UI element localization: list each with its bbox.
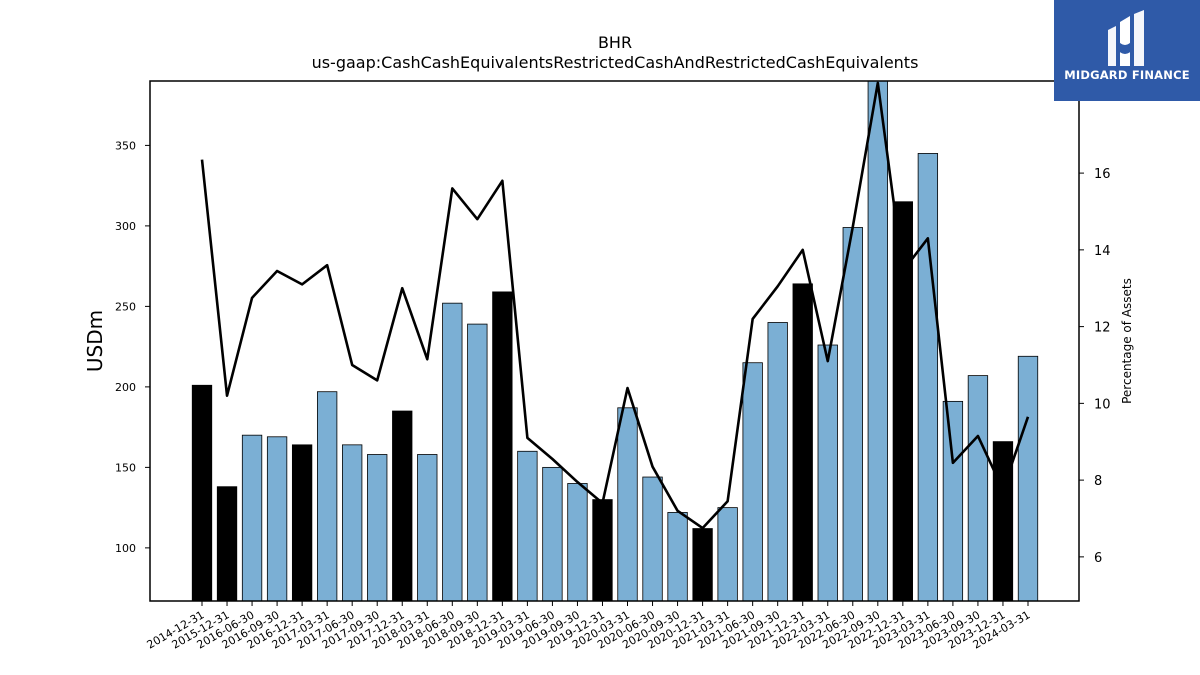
bar-2023-09-30 xyxy=(967,375,989,602)
bar-2023-06-30 xyxy=(942,400,964,602)
bar-2021-06-30 xyxy=(742,362,763,602)
bar-2015-12-31 xyxy=(216,486,238,602)
y2-tick-label: 12 xyxy=(1094,321,1111,336)
bar-series xyxy=(191,80,1039,602)
bar-2022-03-31 xyxy=(817,344,838,602)
line-series xyxy=(200,81,1030,530)
bar-2019-09-30 xyxy=(567,483,588,602)
chart-subtitle: us-gaap:CashCashEquivalentsRestrictedCas… xyxy=(312,53,919,72)
y2-tick-label: 8 xyxy=(1094,474,1102,489)
bar-2023-03-31 xyxy=(917,153,939,602)
y2-tick-label: 10 xyxy=(1094,397,1111,412)
bar-2016-06-30 xyxy=(241,434,263,602)
bar-2020-06-30 xyxy=(642,476,663,602)
y-tick-label: 250 xyxy=(115,300,136,313)
bar-2021-12-31 xyxy=(792,283,813,602)
bar-2017-06-30 xyxy=(342,444,363,602)
y-axis-label: USDm xyxy=(83,310,107,372)
bar-2017-12-31 xyxy=(392,410,413,602)
y-tick-label: 100 xyxy=(115,542,136,555)
bar-2019-12-31 xyxy=(592,499,613,602)
bar-2014-12-31 xyxy=(191,384,213,602)
bar-2018-03-31 xyxy=(417,454,438,602)
bar-2017-09-30 xyxy=(367,454,388,602)
logo-mark-icon xyxy=(1108,10,1144,66)
bar-2022-09-30 xyxy=(867,80,888,602)
bar-2016-09-30 xyxy=(266,436,288,602)
bar-2022-06-30 xyxy=(842,227,863,602)
bar-2018-09-30 xyxy=(467,323,488,602)
bar-2020-03-31 xyxy=(617,407,638,602)
y2-tick-label: 16 xyxy=(1094,167,1111,182)
brand-logo: MIDGARD FINANCE xyxy=(1054,0,1200,101)
bar-2023-12-31 xyxy=(992,441,1014,602)
bar-2019-03-31 xyxy=(517,450,538,602)
x-axis-ticks: 2014-12-312015-12-312016-06-302016-09-30… xyxy=(145,601,1032,652)
plot-frame xyxy=(149,80,1080,602)
y-axis-ticks: 100 150 200 250 300 350 xyxy=(115,139,150,555)
bar-2024-03-31 xyxy=(1017,355,1039,602)
bar-2017-03-31 xyxy=(316,391,338,602)
y-tick-label: 300 xyxy=(115,220,136,233)
bar-2016-12-31 xyxy=(291,444,313,602)
bar-2020-12-31 xyxy=(692,528,713,602)
bar-2019-06-30 xyxy=(542,466,563,602)
y2-axis-label: Percentage of Assets xyxy=(1120,278,1134,404)
y-tick-label: 200 xyxy=(115,381,136,394)
y-tick-label: 350 xyxy=(115,139,136,152)
y2-tick-label: 14 xyxy=(1094,244,1111,259)
bar-2021-03-31 xyxy=(717,507,738,602)
y2-axis-ticks: 6 8 10 12 14 16 xyxy=(1079,167,1111,566)
chart-title: BHR xyxy=(598,33,632,52)
bar-2018-06-30 xyxy=(442,302,463,602)
logo-text: MIDGARD FINANCE xyxy=(1064,68,1190,82)
percentage-of-assets-line xyxy=(200,81,1030,530)
y-tick-label: 150 xyxy=(115,461,136,474)
y2-tick-label: 6 xyxy=(1094,551,1102,566)
bar-2020-09-30 xyxy=(667,512,688,602)
bar-2018-12-31 xyxy=(492,291,513,602)
bar-2021-09-30 xyxy=(767,322,788,602)
